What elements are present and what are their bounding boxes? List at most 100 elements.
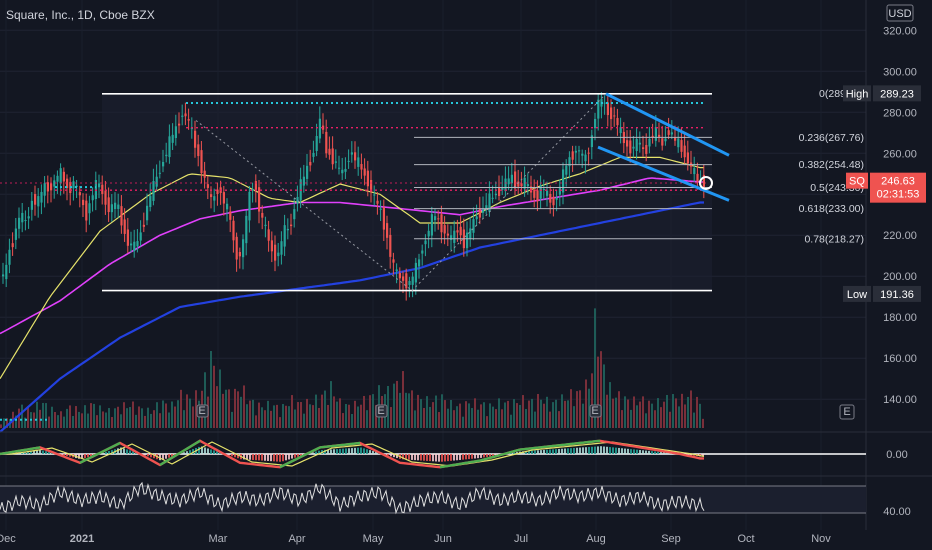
earnings-label: E xyxy=(591,405,598,417)
macd-bar xyxy=(408,454,410,460)
candle-body xyxy=(360,164,363,170)
macd-bar xyxy=(183,452,185,454)
candle-body xyxy=(546,190,549,196)
candle-body xyxy=(123,219,126,234)
volume-bar xyxy=(579,390,581,428)
macd-bar xyxy=(168,454,170,458)
volume-bar xyxy=(165,403,167,428)
macd-bar xyxy=(630,449,632,454)
macd-up-segment xyxy=(515,448,521,452)
volume-bar xyxy=(447,408,449,428)
macd-up-segment xyxy=(95,451,101,456)
macd-bar xyxy=(429,454,431,462)
macd-up-segment xyxy=(499,452,505,457)
volume-bar xyxy=(336,401,338,428)
candle-body xyxy=(418,259,421,267)
rsi-line xyxy=(0,481,705,515)
fib-label: 0.618(233.00) xyxy=(799,203,864,215)
candle-body xyxy=(107,197,110,213)
volume-bar xyxy=(558,411,560,428)
candle-body xyxy=(149,195,152,208)
volume-bar xyxy=(357,406,359,428)
candle-body xyxy=(549,193,552,203)
macd-bar xyxy=(324,449,326,454)
macd-bar xyxy=(192,449,194,454)
candle-body xyxy=(72,181,75,189)
volume-bar xyxy=(522,395,524,428)
macd-bar xyxy=(426,454,428,461)
price-tick-label: 160.00 xyxy=(883,353,917,365)
candle-body xyxy=(210,194,213,198)
macd-up-segment xyxy=(443,464,449,468)
macd-bar xyxy=(51,452,53,454)
volume-bar xyxy=(402,371,404,428)
volume-bar xyxy=(126,408,128,428)
macd-bar xyxy=(207,448,209,454)
macd-up-segment xyxy=(315,446,321,451)
candle-body xyxy=(98,183,101,188)
candle-body xyxy=(322,125,325,130)
volume-bar xyxy=(147,407,149,428)
volume-bar xyxy=(87,413,89,428)
macd-up-segment xyxy=(31,446,37,450)
fib-label: 0.382(254.48) xyxy=(799,159,864,171)
volume-bar xyxy=(183,410,185,428)
time-tick-label: May xyxy=(363,533,384,545)
macd-up-segment xyxy=(87,455,93,460)
macd-up-segment xyxy=(167,456,173,462)
macd-bar xyxy=(336,449,338,454)
candle-body xyxy=(587,152,590,154)
macd-up-segment xyxy=(183,447,189,452)
volume-bar xyxy=(156,402,158,428)
volume-bar xyxy=(363,395,365,428)
macd-up-segment xyxy=(35,446,41,450)
macd-bar xyxy=(552,449,554,454)
macd-bar xyxy=(132,451,134,454)
candle-body xyxy=(277,252,280,257)
volume-bar xyxy=(606,394,608,428)
candle-body xyxy=(280,241,283,255)
macd-up-segment xyxy=(79,459,85,464)
macd-bar xyxy=(603,446,605,454)
candle-body xyxy=(24,220,27,222)
candle-body xyxy=(654,127,657,141)
macd-bar xyxy=(327,449,329,454)
macd-bar xyxy=(237,454,239,459)
macd-bar xyxy=(456,454,458,461)
candle-body xyxy=(130,243,133,246)
earnings-marker xyxy=(375,404,388,418)
candle-body xyxy=(2,274,5,277)
volume-bar xyxy=(24,417,26,428)
candle-body xyxy=(178,123,181,126)
price-circle-marker xyxy=(699,175,713,190)
macd-bar xyxy=(351,448,353,454)
volume-bar xyxy=(519,404,521,428)
time-tick-label: 2021 xyxy=(70,533,94,545)
macd-bar xyxy=(564,448,566,454)
macd-bar xyxy=(618,447,620,454)
volume-bar xyxy=(315,394,317,428)
macd-bar xyxy=(639,450,641,454)
volume-bar xyxy=(666,394,668,428)
candle-body xyxy=(363,168,366,176)
volume-bar xyxy=(240,396,242,428)
macd-bar xyxy=(198,446,200,454)
macd-bar xyxy=(33,450,35,454)
macd-bar xyxy=(423,454,425,461)
macd-bar xyxy=(483,454,485,458)
candle-body xyxy=(523,177,526,189)
candle-body xyxy=(488,193,491,212)
volume-bar xyxy=(387,386,389,428)
volume-bar xyxy=(564,400,566,428)
macd-bar xyxy=(420,454,422,461)
volume-bar xyxy=(348,404,350,428)
candle-body xyxy=(34,194,37,205)
macd-bar xyxy=(627,448,629,454)
channel-upper xyxy=(605,92,730,157)
candle-body xyxy=(424,240,427,245)
candle-body xyxy=(494,193,497,196)
earnings-marker xyxy=(196,404,209,418)
candle-body xyxy=(357,157,360,167)
macd-bar xyxy=(567,448,569,454)
